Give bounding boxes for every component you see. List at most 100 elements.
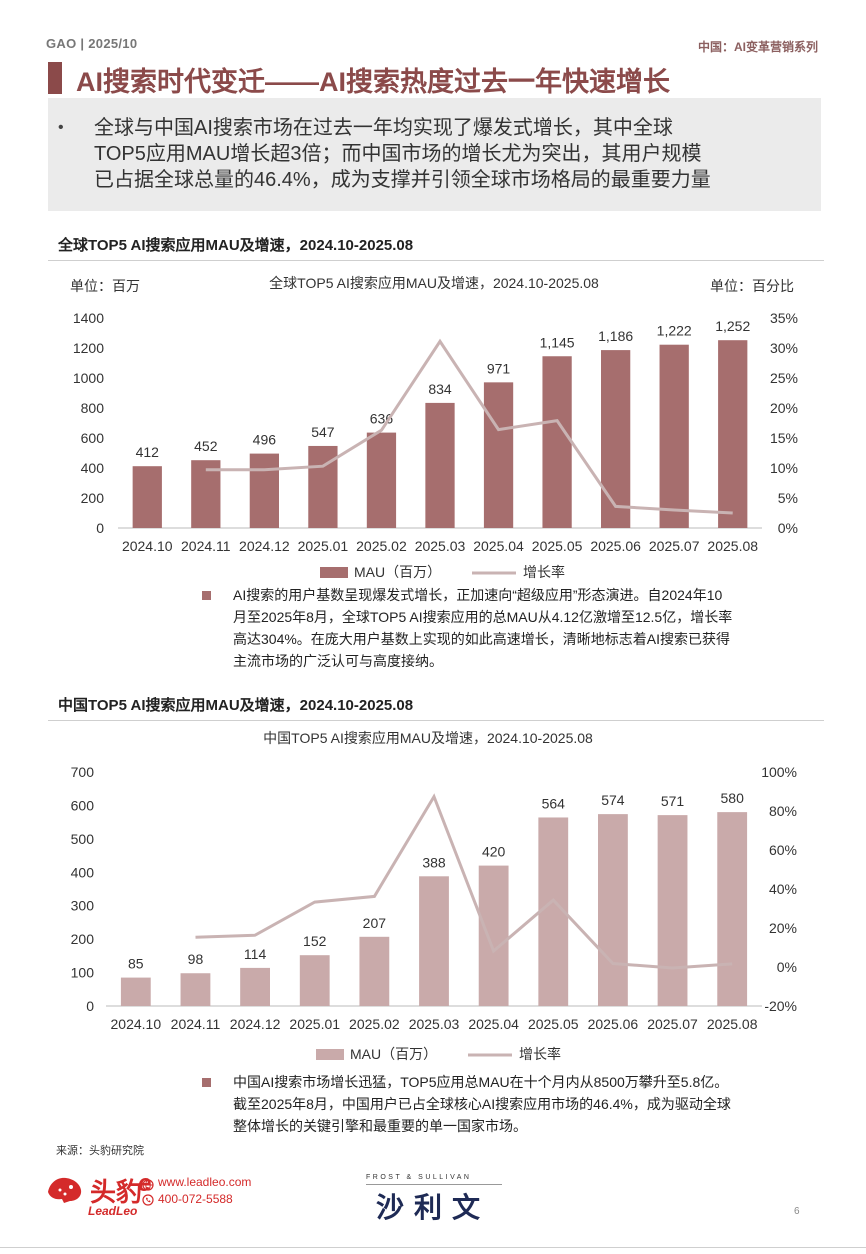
- global-growth-line: [205, 338, 733, 515]
- global-legend-mau-swatch: [320, 567, 348, 578]
- global-mau-bar: [191, 460, 221, 528]
- global-mau-bar: [132, 466, 162, 528]
- global-note-line: AI搜索的用户基数呈现爆发式增长，正加速向“超级应用”形态演进。自2024年10: [233, 587, 723, 603]
- global-x-tick-label: 2025.07: [649, 538, 700, 554]
- global-x-tick-label: 2025.08: [707, 538, 758, 554]
- leopard-logo-icon: [44, 1172, 84, 1206]
- china-x-tick-label: 2025.02: [349, 1016, 400, 1032]
- global-x-tick-label: 2024.10: [122, 538, 173, 554]
- china-y2-tick-label: -20%: [764, 998, 797, 1014]
- china-x-tick-label: 2025.04: [468, 1016, 519, 1032]
- china-bar-value-label: 420: [482, 844, 506, 860]
- page-number: 6: [794, 1206, 800, 1217]
- website-link[interactable]: www.leadleo.com: [158, 1175, 252, 1189]
- global-y2-tick-label: 5%: [778, 490, 798, 506]
- china-legend-mau-swatch: [316, 1049, 344, 1060]
- summary-text: 全球与中国AI搜索市场在过去一年均实现了爆发式增长，其中全球 TOP5应用MAU…: [94, 115, 804, 193]
- logo-divider: [366, 1184, 502, 1185]
- china-y-tick-label: 0: [86, 998, 94, 1014]
- china-bar-value-label: 114: [244, 946, 267, 962]
- global-note: AI搜索的用户基数呈现爆发式增长，正加速向“超级应用”形态演进。自2024年10…: [233, 584, 732, 672]
- series-tag: 中国：AI变革营销系列: [697, 40, 818, 54]
- china-y2-tick-label: 20%: [769, 920, 797, 936]
- leadleo-cn-logo: 头豹: [90, 1177, 143, 1207]
- china-bar-value-label: 207: [363, 915, 387, 931]
- china-x-tick-label: 2025.01: [289, 1016, 340, 1032]
- china-note-line: 中国AI搜索市场增长迅猛，TOP5应用总MAU在十个月内从8500万攀升至5.8…: [233, 1074, 729, 1090]
- china-y-tick-label: 300: [71, 898, 95, 914]
- china-x-tick-label: 2024.12: [230, 1016, 281, 1032]
- global-mau-bar: [483, 382, 514, 528]
- global-note-line: 主流市场的广泛认可与高度接纳。: [233, 653, 443, 669]
- china-mau-bar: [717, 812, 748, 1006]
- phone-number: 400-072-5588: [158, 1192, 233, 1206]
- global-x-tick-label: 2025.03: [415, 538, 466, 554]
- summary-box: [48, 98, 821, 211]
- global-bar-value-label: 834: [428, 381, 452, 397]
- global-chart-title: 全球TOP5 AI搜索应用MAU及增速，2024.10-2025.08: [269, 275, 599, 291]
- summary-bullet: •: [58, 119, 64, 136]
- frost-sullivan-en-logo: FROST & SULLIVAN: [366, 1174, 472, 1181]
- china-mau-bar: [478, 865, 509, 1006]
- global-bar-value-label: 496: [253, 432, 277, 448]
- global-bar-value-label: 971: [487, 360, 511, 376]
- china-bar-value-label: 98: [188, 951, 204, 967]
- china-bar-value-label: 388: [422, 854, 446, 870]
- global-section-title: 全球TOP5 AI搜索应用MAU及增速，2024.10-2025.08: [58, 237, 414, 254]
- global-y2-tick-label: 30%: [770, 340, 798, 356]
- china-growth-line: [195, 793, 733, 970]
- china-y2-tick-label: 80%: [769, 803, 797, 819]
- global-y-tick-label: 1400: [73, 310, 104, 326]
- china-x-tick-label: 2025.05: [528, 1016, 579, 1032]
- page-title: AI搜索时代变迁——AI搜索热度过去一年快速增长: [76, 67, 670, 97]
- global-y2-tick-label: 25%: [770, 370, 798, 386]
- global-mau-bar: [425, 402, 455, 528]
- global-note-line: 高达304%。在庞大用户基数上实现的如此高速增长，清晰地标志着AI搜索已获得: [233, 631, 731, 647]
- global-mau-bar: [366, 432, 397, 528]
- global-y-tick-label: 0: [96, 520, 104, 536]
- footer-divider: [0, 1247, 866, 1248]
- china-bar-value-label: 574: [601, 792, 625, 808]
- global-y-tick-label: 600: [81, 430, 105, 446]
- global-legend-growth-label: 增长率: [523, 564, 565, 580]
- china-y-tick-label: 500: [71, 831, 95, 847]
- global-mau-bar: [718, 340, 748, 528]
- global-bar-value-label: 1,186: [598, 328, 633, 344]
- china-legend-mau-label: MAU（百万）: [350, 1046, 437, 1062]
- china-bar-value-label: 85: [128, 956, 144, 972]
- global-x-tick-label: 2025.04: [473, 538, 524, 554]
- global-y2-tick-label: 20%: [770, 400, 798, 416]
- frost-sullivan-cn-logo: 沙利文: [376, 1192, 491, 1223]
- china-section-title: 中国TOP5 AI搜索应用MAU及增速，2024.10-2025.08: [58, 697, 414, 714]
- global-y-tick-label: 200: [81, 490, 105, 506]
- title-accent-bar: [48, 62, 62, 94]
- global-mau-bar: [542, 356, 572, 528]
- global-mau-bar: [601, 350, 631, 528]
- global-section-divider: [48, 260, 824, 261]
- global-bar-value-label: 1,145: [540, 334, 575, 350]
- china-x-tick-label: 2025.03: [409, 1016, 460, 1032]
- global-mau-bar: [249, 453, 279, 528]
- global-y2-tick-label: 35%: [770, 310, 798, 326]
- china-legend-growth-label: 增长率: [519, 1046, 561, 1062]
- china-bar-value-label: 152: [303, 933, 327, 949]
- global-bar-value-label: 1,252: [715, 318, 750, 334]
- global-y2-tick-label: 15%: [770, 430, 798, 446]
- china-mau-bar: [359, 936, 390, 1006]
- china-mau-bar: [299, 955, 330, 1006]
- report-tag: GAO | 2025/10: [46, 36, 138, 51]
- global-legend-mau-label: MAU（百万）: [354, 564, 441, 580]
- china-mau-chart: 中国TOP5 AI搜索应用MAU及增速，2024.10-2025.08 0 100 2…: [71, 730, 797, 1062]
- china-note: 中国AI搜索市场增长迅猛，TOP5应用总MAU在十个月内从8500万攀升至5.8…: [233, 1071, 731, 1137]
- china-mau-bar: [180, 973, 211, 1006]
- global-note-bullet: [202, 591, 211, 600]
- china-x-tick-label: 2025.07: [647, 1016, 698, 1032]
- global-x-tick-label: 2024.11: [181, 538, 231, 554]
- china-y2-tick-label: 60%: [769, 842, 797, 858]
- global-unit-right: 单位：百分比: [710, 278, 794, 294]
- china-y-tick-label: 200: [71, 931, 95, 947]
- china-note-line: 整体增长的关键引擎和最重要的单一国家市场。: [233, 1118, 527, 1134]
- china-mau-bar: [419, 876, 449, 1006]
- china-mau-bar: [657, 815, 688, 1006]
- china-y2-tick-label: 0%: [777, 959, 797, 975]
